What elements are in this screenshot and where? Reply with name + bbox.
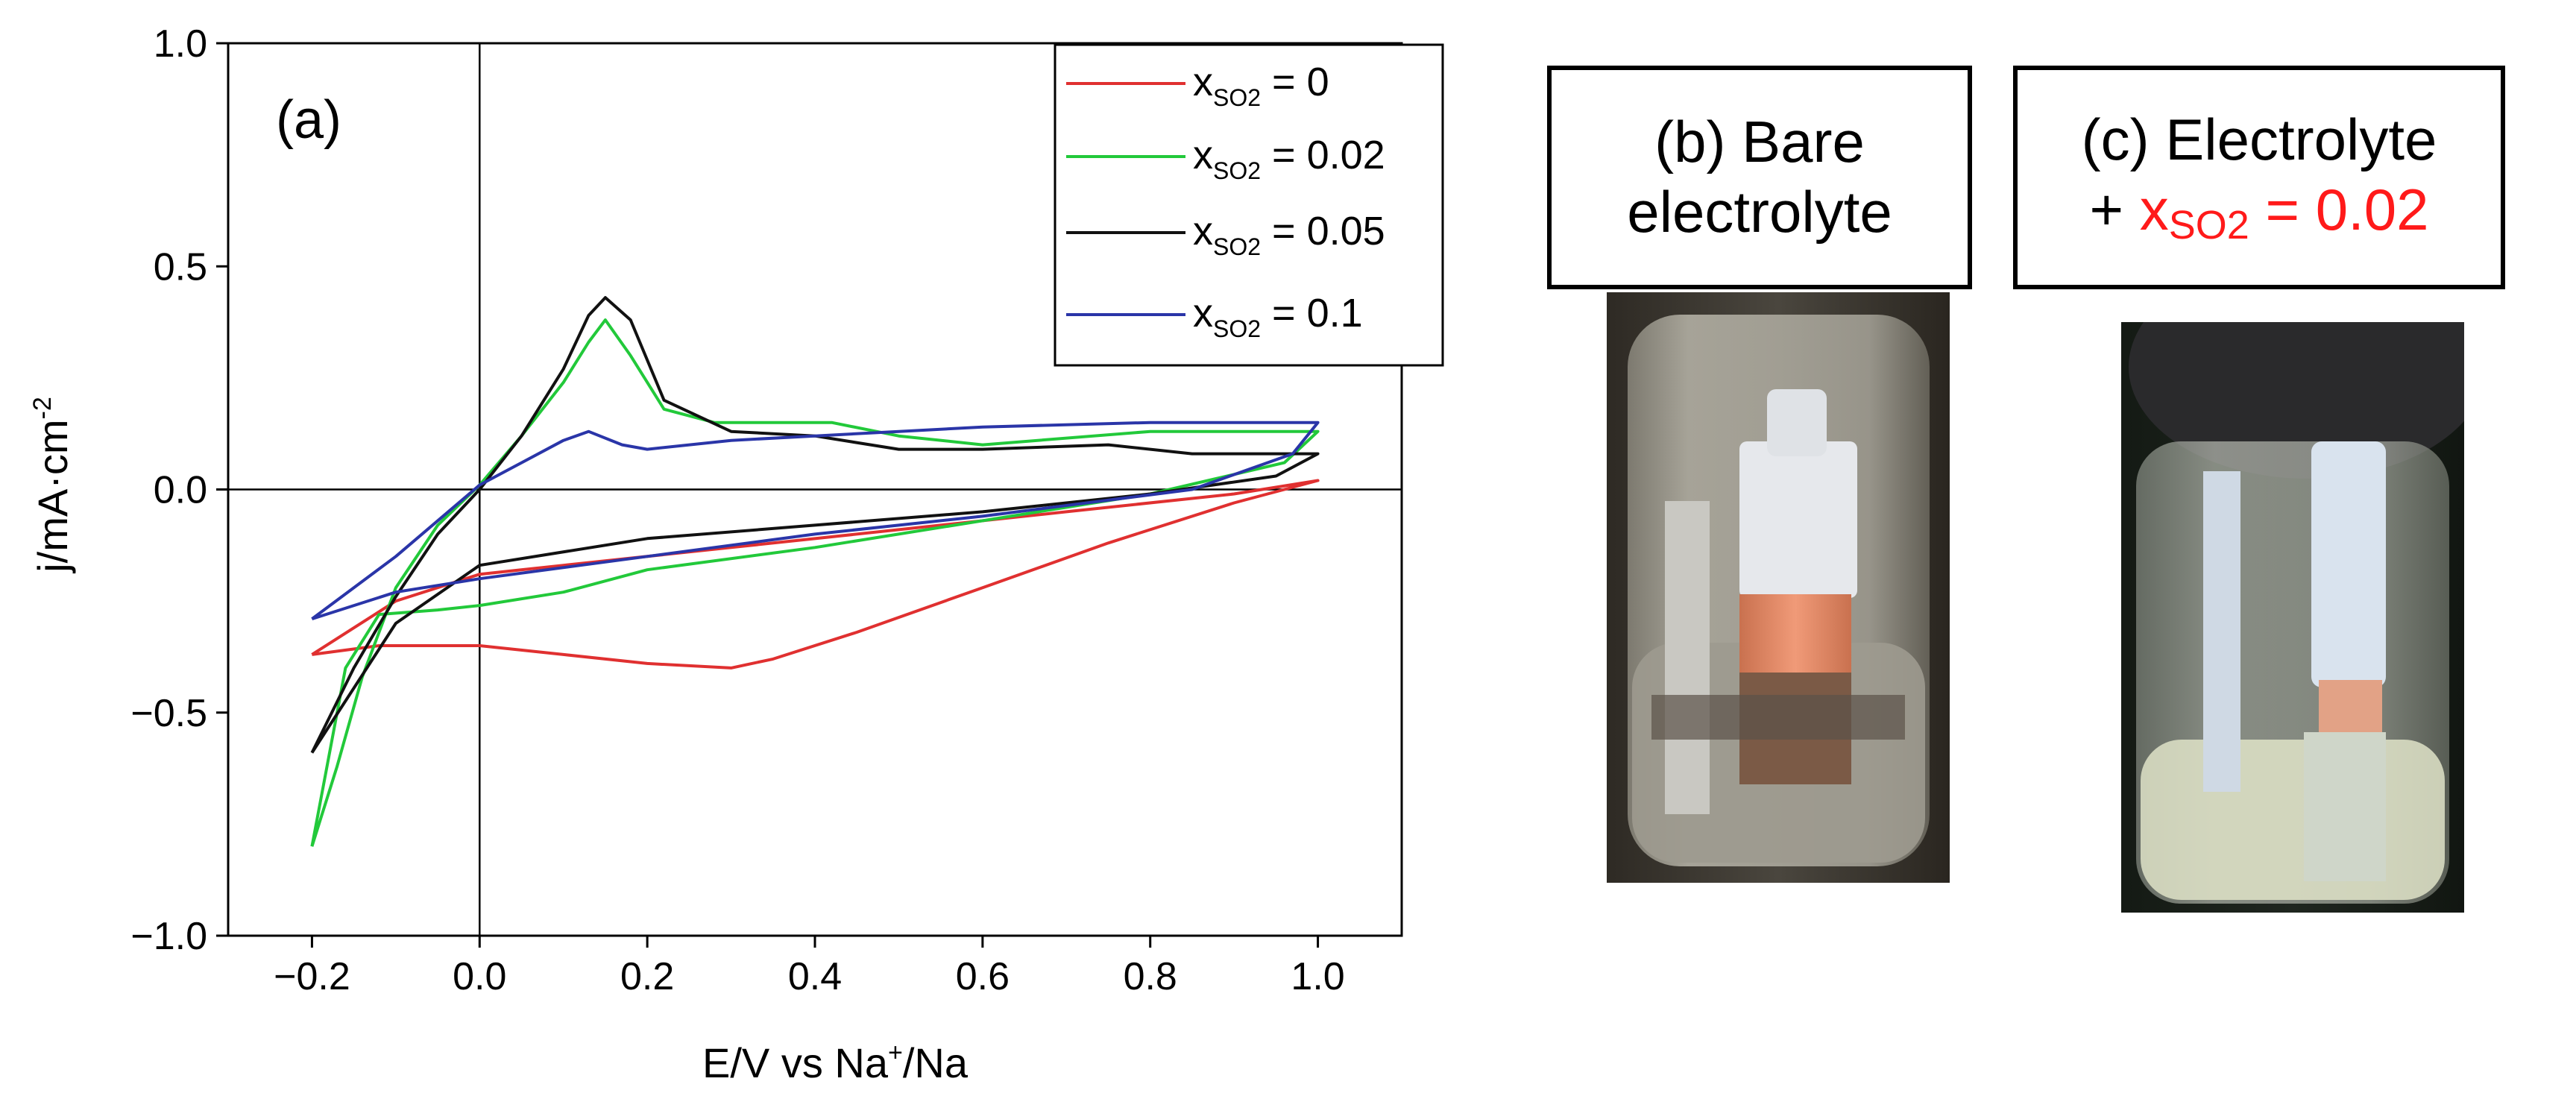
x-tick-label: 0.0 <box>453 955 506 998</box>
panel-c-line2: + xSO2 = 0.02 <box>2090 175 2429 250</box>
y-tick-label: 0.5 <box>154 245 207 289</box>
y-axis-title-sup: -2 <box>28 397 57 419</box>
x-tick-label: 0.2 <box>620 955 674 998</box>
photo-c-glove <box>2129 322 2464 479</box>
panel-c-caption: (c) Electrolyte + xSO2 = 0.02 <box>2013 66 2505 289</box>
legend-entry-1: xSO2 = 0.02 <box>1066 133 1385 184</box>
panel-c-red-label: xSO2 = 0.02 <box>2139 176 2429 248</box>
legend-entry-0: xSO2 = 0 <box>1066 60 1329 111</box>
legend-label-0: xSO2 = 0 <box>1193 60 1329 111</box>
panel-b-caption: (b) Bare electrolyte <box>1547 66 1972 289</box>
panel-c-line2-prefix: + <box>2089 176 2140 242</box>
legend-entry-2: xSO2 = 0.05 <box>1066 209 1385 260</box>
photo-c-liquid <box>2141 740 2445 900</box>
x-tick-label: 0.4 <box>788 955 842 998</box>
y-axis-title-main: j/mA·cm <box>29 419 76 573</box>
y-axis-title: j/mA·cm-2 <box>28 397 76 574</box>
panel-b-line2: electrolyte <box>1627 179 1892 245</box>
legend-box <box>1054 43 1444 367</box>
x-tick-label: −0.2 <box>274 955 350 998</box>
photo-b-tape <box>1739 441 1857 598</box>
panel-b-line1: (b) Bare <box>1654 109 1865 175</box>
photo-c-copper <box>2319 680 2382 732</box>
legend-entry-3: xSO2 = 0.1 <box>1066 291 1363 342</box>
legend-label-3: xSO2 = 0.1 <box>1193 291 1363 342</box>
series-line-3 <box>311 421 1320 621</box>
x-axis-title-main: E/V vs Na <box>702 1039 889 1086</box>
panel-b-photo <box>1607 292 1950 883</box>
panel-label: (a) <box>276 90 341 150</box>
y-tick-label: −0.5 <box>130 692 207 735</box>
panel-c-photo <box>2121 322 2464 913</box>
photo-c-left-strip <box>2203 471 2240 792</box>
legend-label-1: xSO2 = 0.02 <box>1193 133 1385 184</box>
series-line-1 <box>310 318 1320 847</box>
x-tick-label: 0.6 <box>956 955 1010 998</box>
x-axis-title-sup: + <box>888 1039 903 1067</box>
photo-b-sediment <box>1651 695 1905 740</box>
ticks-layer: −0.2 0.0 0.2 0.4 0.6 0.8 1.0 −1.0 −0.5 0.0 0.5 1.0 <box>130 22 1344 998</box>
photo-b-tape-top <box>1767 389 1827 456</box>
series-line-2 <box>310 296 1320 754</box>
cv-chart: −0.2 0.0 0.2 0.4 0.6 0.8 1.0−1.0−0.50.00.51.0 … <box>28 22 1444 1086</box>
photo-c-tape <box>2311 441 2386 687</box>
x-axis-title: E/V vs Na+/Na <box>702 1039 969 1086</box>
legend-label-2: xSO2 = 0.05 <box>1193 209 1385 260</box>
photo-c-lower-strip <box>2304 732 2386 881</box>
panel-c-line1: (c) Electrolyte <box>2081 107 2437 173</box>
photo-b-copper <box>1739 594 1851 676</box>
photo-b-left-strip <box>1665 501 1710 814</box>
x-tick-label: 1.0 <box>1291 955 1344 998</box>
y-tick-label: −1.0 <box>130 915 207 958</box>
x-axis-title-tail: /Na <box>903 1039 969 1086</box>
y-tick-label: 1.0 <box>154 22 207 66</box>
legend: xSO2 = 0 xSO2 = 0.02 xSO2 = 0.05 xSO2 = … <box>1054 43 1444 367</box>
x-tick-label: 0.8 <box>1124 955 1177 998</box>
y-tick-label: 0.0 <box>154 469 207 512</box>
series-layer <box>310 296 1320 847</box>
